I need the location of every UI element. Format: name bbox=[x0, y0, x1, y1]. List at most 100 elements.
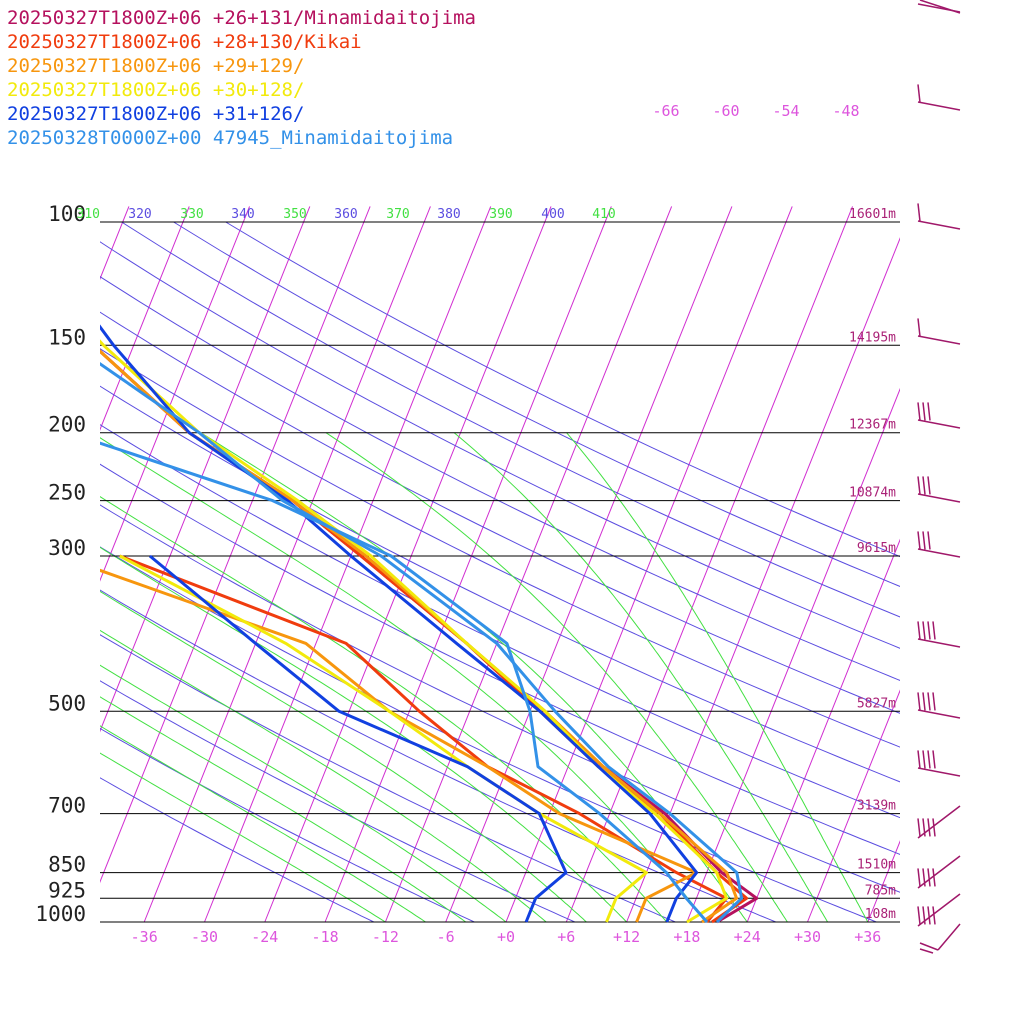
moist-adiabat-line bbox=[100, 437, 708, 923]
isotherm-line bbox=[324, 206, 612, 923]
pressure-label: 250 bbox=[48, 481, 86, 505]
moist-adiabat-line bbox=[100, 546, 627, 923]
temperature-profile-line bbox=[100, 361, 744, 924]
isotherm-top-label: -66 bbox=[652, 102, 679, 120]
temperature-tick-label: +0 bbox=[497, 928, 515, 946]
moist-adiabat-line bbox=[100, 696, 467, 923]
height-label: 16601m bbox=[849, 207, 896, 222]
wind-barb bbox=[917, 318, 961, 345]
temperature-profile-line bbox=[100, 339, 728, 924]
pressure-label: 700 bbox=[48, 794, 86, 818]
height-label: 108m bbox=[865, 907, 896, 922]
isotherm-line bbox=[505, 206, 793, 923]
temperature-tick-label: +30 bbox=[794, 928, 821, 946]
isotherm-line bbox=[746, 538, 900, 923]
pressure-label: 300 bbox=[48, 536, 86, 560]
isotherm-top-label: -48 bbox=[832, 102, 859, 120]
legend: 20250327T1800Z+06 +26+131/Minamidaitojim… bbox=[7, 7, 476, 149]
temperature-tick-label: -12 bbox=[372, 928, 399, 946]
dewpoint-profile-line bbox=[119, 554, 728, 923]
temperature-profile-line bbox=[100, 349, 749, 924]
temperature-tick-label: -6 bbox=[437, 928, 455, 946]
wind-barb bbox=[917, 750, 961, 777]
axis-labels: 100 16601m 150 14195m 200 12367m 250 10874m 300 9… bbox=[35, 102, 896, 946]
isotherm-line bbox=[565, 206, 853, 923]
theta-label: 350 bbox=[283, 207, 306, 222]
legend-entry: 20250327T1800Z+06 +29+129/ bbox=[7, 55, 304, 77]
theta-label: 400 bbox=[541, 207, 564, 222]
isotherm-top-label: -54 bbox=[772, 102, 799, 120]
wind-barb bbox=[917, 621, 961, 648]
wind-barb bbox=[917, 893, 961, 927]
wind-barb bbox=[917, 855, 961, 889]
height-label: 785m bbox=[865, 883, 896, 898]
isobar-lines bbox=[100, 221, 900, 923]
wind-barb bbox=[917, 692, 961, 719]
isotherm-line bbox=[807, 689, 900, 923]
moist-adiabat-line bbox=[100, 629, 547, 923]
isotherm-top-label: -60 bbox=[712, 102, 739, 120]
isotherm-line bbox=[100, 206, 311, 733]
height-label: 9615m bbox=[857, 541, 896, 556]
isotherm-line bbox=[100, 206, 190, 431]
temperature-tick-label: -36 bbox=[131, 928, 158, 946]
wind-barb bbox=[917, 805, 961, 839]
legend-entry: 20250327T1800Z+06 +26+131/Minamidaitojim… bbox=[7, 7, 476, 29]
legend-entry: 20250327T1800Z+06 +28+130/Kikai bbox=[7, 31, 362, 53]
temperature-tick-label: +12 bbox=[613, 928, 640, 946]
isotherm-line bbox=[626, 237, 900, 923]
wind-barbs bbox=[917, 0, 961, 954]
pressure-label: 200 bbox=[48, 413, 86, 437]
height-label: 10874m bbox=[849, 486, 896, 501]
theta-label: 340 bbox=[231, 207, 254, 222]
wind-barb bbox=[917, 84, 961, 111]
isotherm-line bbox=[204, 206, 492, 923]
legend-entry: 20250327T1800Z+06 +31+126/ bbox=[7, 103, 304, 125]
isotherm-line bbox=[100, 206, 371, 884]
pressure-label: 500 bbox=[48, 691, 86, 715]
temperature-tick-label: +18 bbox=[673, 928, 700, 946]
theta-label: 330 bbox=[180, 207, 203, 222]
isotherm-line bbox=[264, 206, 552, 923]
dry-adiabat-line bbox=[100, 546, 877, 923]
temperature-tick-label: +6 bbox=[557, 928, 575, 946]
isotherm-line bbox=[384, 206, 673, 923]
dry-adiabat-line bbox=[121, 221, 900, 618]
dry-adiabat-line bbox=[173, 221, 900, 587]
wind-barb bbox=[917, 203, 961, 230]
height-label: 14195m bbox=[849, 330, 896, 345]
height-label: 12367m bbox=[849, 418, 896, 433]
temperature-tick-label: -24 bbox=[251, 928, 278, 946]
height-label: 1510m bbox=[857, 858, 896, 873]
legend-entry: 20250327T1800Z+06 +30+128/ bbox=[7, 79, 304, 101]
theta-label: 320 bbox=[128, 207, 151, 222]
wind-barb bbox=[917, 402, 961, 429]
moist-adiabat-line bbox=[100, 725, 426, 923]
moist-adiabat-line bbox=[100, 590, 587, 923]
moist-adiabat-line bbox=[566, 432, 869, 923]
pressure-label: 850 bbox=[48, 853, 86, 877]
temperature-tick-label: +24 bbox=[734, 928, 761, 946]
moist-adiabat-line bbox=[100, 496, 668, 923]
isotherm-line bbox=[0, 206, 8, 922]
wind-barb bbox=[919, 923, 961, 954]
moist-adiabat-line bbox=[453, 432, 829, 923]
pressure-label: 100 bbox=[48, 202, 86, 226]
moist-adiabat-line bbox=[325, 432, 788, 923]
dewpoint-profile-line bbox=[148, 554, 568, 923]
isotherm-line bbox=[143, 206, 431, 923]
pressure-label: 150 bbox=[48, 325, 86, 349]
isotherm-line bbox=[928, 206, 1024, 922]
moist-adiabat-line bbox=[100, 664, 507, 923]
legend-entry: 20250328T0000Z+00 47945_Minamidaitojima bbox=[7, 127, 453, 149]
temperature-tick-label: +36 bbox=[854, 928, 881, 946]
temperature-tick-label: -18 bbox=[312, 928, 339, 946]
dry-adiabat-line bbox=[100, 504, 900, 893]
theta-label: 390 bbox=[489, 207, 512, 222]
theta-label: 370 bbox=[386, 207, 409, 222]
grid-lines bbox=[0, 206, 1024, 923]
pressure-label: 1000 bbox=[35, 902, 86, 926]
dewpoint-profile-line bbox=[100, 441, 709, 923]
sounding-profiles bbox=[100, 324, 759, 924]
